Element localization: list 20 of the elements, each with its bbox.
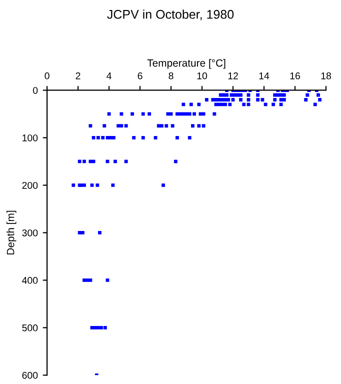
y-tick-label: 300 — [22, 229, 38, 236]
x-tick-label: 2 — [76, 72, 80, 80]
x-tick-label: 10 — [197, 72, 208, 80]
y-tick-label: 0 — [33, 86, 38, 94]
x-axis-title: Temperature [°C] — [147, 59, 226, 69]
y-axis-title: Depth [m] — [6, 210, 16, 254]
y-tick-label: 500 — [22, 324, 38, 332]
x-tick-label: 6 — [138, 72, 142, 80]
y-tick-label: 100 — [22, 134, 38, 142]
x-tick-label: 14 — [259, 72, 270, 80]
y-tick-label: 400 — [22, 276, 38, 284]
x-tick-label: 4 — [106, 72, 112, 80]
x-tick-label: 8 — [168, 72, 174, 80]
x-tick-label: 0 — [44, 72, 50, 80]
x-tick-label: 12 — [228, 72, 238, 80]
chart-title: JCPV in October, 1980 — [107, 10, 234, 20]
x-tick-label: 16 — [290, 72, 300, 80]
y-tick-label: 200 — [22, 182, 38, 189]
x-tick-label: 18 — [321, 72, 331, 80]
y-tick-label: 600 — [22, 372, 38, 379]
